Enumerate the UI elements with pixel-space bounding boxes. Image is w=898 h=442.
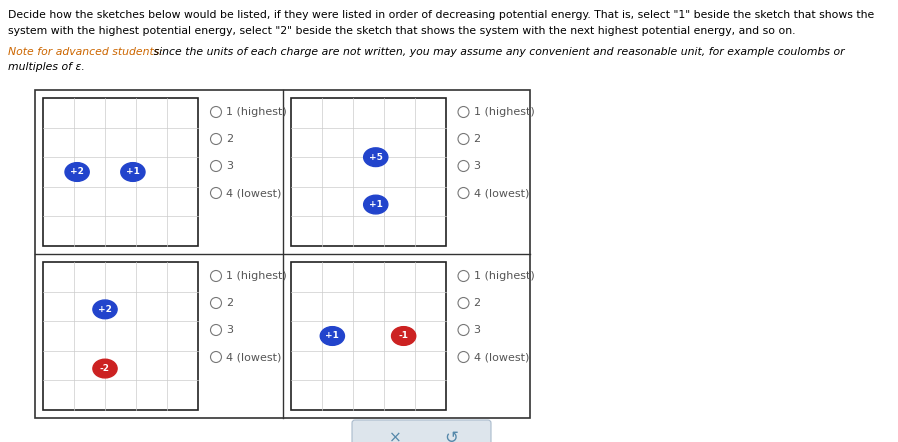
Text: 4 (lowest): 4 (lowest) <box>473 188 529 198</box>
FancyBboxPatch shape <box>352 420 491 442</box>
Ellipse shape <box>92 300 117 319</box>
Text: Note for advanced students:: Note for advanced students: <box>8 47 163 57</box>
Text: since the units of each charge are not written, you may assume any convenient an: since the units of each charge are not w… <box>150 47 845 57</box>
Bar <box>43 262 198 410</box>
Text: 2: 2 <box>226 134 233 144</box>
Text: 1 (highest): 1 (highest) <box>226 271 286 281</box>
Text: 4 (lowest): 4 (lowest) <box>473 352 529 362</box>
Text: 3: 3 <box>473 161 480 171</box>
Ellipse shape <box>364 195 388 214</box>
Text: 2: 2 <box>226 298 233 308</box>
Text: 1 (highest): 1 (highest) <box>473 107 534 117</box>
Ellipse shape <box>321 327 345 345</box>
Text: +5: +5 <box>369 152 383 162</box>
Bar <box>35 90 530 418</box>
Text: 3: 3 <box>473 325 480 335</box>
Text: 3: 3 <box>226 325 233 335</box>
Text: multiples of ε.: multiples of ε. <box>8 62 85 72</box>
Text: 4 (lowest): 4 (lowest) <box>226 188 281 198</box>
Bar <box>290 262 445 410</box>
Text: 1 (highest): 1 (highest) <box>473 271 534 281</box>
Ellipse shape <box>92 359 117 378</box>
Text: ×: × <box>389 431 401 442</box>
Text: Decide how the sketches below would be listed, if they were listed in order of d: Decide how the sketches below would be l… <box>8 10 875 20</box>
Text: +1: +1 <box>369 200 383 209</box>
Text: system with the highest potential energy, select "2" beside the sketch that show: system with the highest potential energy… <box>8 26 796 36</box>
Text: -2: -2 <box>100 364 110 373</box>
Text: 4 (lowest): 4 (lowest) <box>226 352 281 362</box>
Ellipse shape <box>364 148 388 167</box>
Ellipse shape <box>121 163 145 181</box>
Ellipse shape <box>392 327 416 345</box>
Text: ↺: ↺ <box>444 429 458 442</box>
Text: -1: -1 <box>399 332 409 340</box>
Text: 2: 2 <box>473 134 480 144</box>
Text: +2: +2 <box>98 305 112 314</box>
Text: +2: +2 <box>70 168 84 176</box>
Text: 3: 3 <box>226 161 233 171</box>
Text: 2: 2 <box>473 298 480 308</box>
Text: +1: +1 <box>325 332 339 340</box>
Text: 1 (highest): 1 (highest) <box>226 107 286 117</box>
Text: +1: +1 <box>126 168 140 176</box>
Bar <box>43 98 198 246</box>
Bar <box>290 98 445 246</box>
Ellipse shape <box>65 163 89 181</box>
